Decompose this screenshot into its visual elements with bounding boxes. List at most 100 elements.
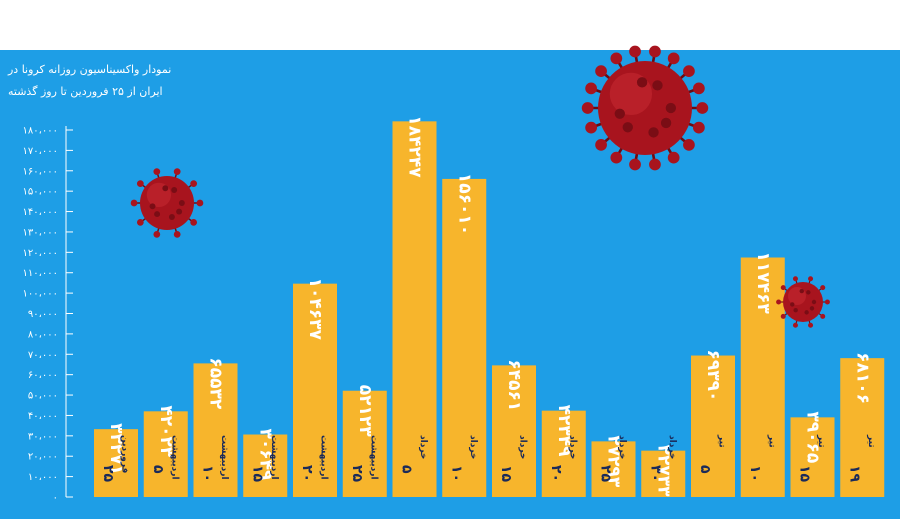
virus-spike-tip xyxy=(153,230,161,238)
bar-day-label: ۱۰ xyxy=(448,465,464,482)
bar xyxy=(442,178,487,497)
bar-month-label: تیر xyxy=(717,434,727,448)
bar xyxy=(691,355,735,497)
chart-title-line-2: ایران از ۲۵ فروردین تا روز گذشته xyxy=(8,85,163,98)
y-tick-label: ۱۷۰،۰۰۰ xyxy=(23,146,58,157)
y-tick-label: ۱۱۰،۰۰۰ xyxy=(23,268,58,279)
virus-spike-tip xyxy=(610,151,623,164)
y-tick-label: ۱۸۰،۰۰۰ xyxy=(23,126,58,137)
virus-spot xyxy=(178,200,185,206)
virus-spike-tip xyxy=(173,168,181,176)
y-tick-label: ۴۰،۰۰۰ xyxy=(28,411,58,422)
bar-month-label: خرداد xyxy=(418,435,428,459)
bar-value-label: ۱۵۶۰۱۰ xyxy=(454,173,474,235)
bar xyxy=(492,365,536,497)
virus-spike-tip xyxy=(693,82,705,95)
y-tick-label: ۵۰،۰۰۰ xyxy=(28,391,58,402)
y-tick-label: ۰ xyxy=(53,493,58,504)
virus-spike-tip xyxy=(820,285,826,291)
bar-value-label: ۱۱۷۴۶۳ xyxy=(753,252,773,315)
bar-value-label: ۱۸۴۲۴۷ xyxy=(405,115,425,178)
virus-illustration-large-top xyxy=(581,45,709,171)
bar-group: ۶۵۵۳۲ ۱۰ اردیبهشت xyxy=(193,357,238,497)
y-tick-label: ۷۰،۰۰۰ xyxy=(28,350,58,361)
virus-spike-tip xyxy=(667,151,680,164)
bar-group: ۶۹۳۹۰ ۵ تیر xyxy=(691,350,735,497)
virus-illustration-small-left xyxy=(130,168,204,238)
bar-value-label: ۴۲۰۲۳ xyxy=(156,405,176,458)
virus-spike-tip xyxy=(610,52,623,65)
virus-spike-tip xyxy=(153,168,161,176)
bar-group: ۱۰۴۶۳۷ ۲۰ اردیبهشت xyxy=(293,278,337,497)
virus-spike-tip xyxy=(196,199,204,207)
bar-value-label: ۳۹۰۶۵ xyxy=(803,411,823,463)
bar-month-label: اردیبهشت xyxy=(368,435,378,480)
virus-spike-tip xyxy=(820,313,826,319)
virus-spot xyxy=(806,290,811,295)
y-tick-label: ۱۳۰،۰۰۰ xyxy=(23,227,58,238)
virus-spike-tip xyxy=(780,285,786,291)
bar-day-label: ۱۹ xyxy=(846,465,862,483)
y-tick-label: ۳۰،۰۰۰ xyxy=(28,431,58,442)
virus-spike-tip xyxy=(667,52,680,65)
virus-spot xyxy=(622,122,633,133)
bar xyxy=(193,363,238,497)
bar xyxy=(541,410,586,497)
virus-spike-tip xyxy=(585,121,597,134)
bar-group: ۴۲۰۲۳ ۵ اردیبهشت xyxy=(143,405,188,497)
bar-value-label: ۶۹۳۹۰ xyxy=(703,350,723,402)
bar-value-label: ۵۲۱۲۳ xyxy=(355,385,375,438)
bar-group: ۱۱۷۴۶۳ ۱۰ تیر xyxy=(740,252,785,497)
bar xyxy=(94,429,138,497)
virus-spike-tip xyxy=(776,299,782,305)
bar-day-label: ۱۵ xyxy=(797,465,813,483)
virus-spike-tip xyxy=(649,45,661,58)
y-tick-label: ۹۰،۰۰۰ xyxy=(28,309,58,320)
virus-spot xyxy=(636,77,648,88)
virus-spike-tip xyxy=(136,180,144,188)
virus-spike-tip xyxy=(190,218,198,226)
y-tick-label: ۲۰،۰۰۰ xyxy=(28,452,58,463)
virus-spike-tip xyxy=(808,276,814,282)
bar-month-label: خرداد xyxy=(518,435,528,459)
virus-spot xyxy=(154,211,161,218)
virus-spike-tip xyxy=(683,138,695,151)
bar-value-label: ۳۰۶۴۹ xyxy=(255,429,275,482)
virus-spot xyxy=(660,117,672,129)
bar-month-label: خرداد xyxy=(468,435,478,459)
virus-spot xyxy=(790,302,795,307)
bar xyxy=(641,450,686,497)
virus-spike-tip xyxy=(683,65,695,78)
virus-spike-tip xyxy=(629,158,641,171)
virus-spike-tip xyxy=(693,121,705,134)
virus-spot xyxy=(811,299,817,305)
bar-day-label: ۵ xyxy=(150,465,166,474)
bar-value-label: ۳۳۲۷۱ xyxy=(106,423,126,475)
bar-month-label: تیر xyxy=(816,434,826,448)
virus-spot xyxy=(168,214,175,220)
bar xyxy=(740,257,785,497)
virus-spike-tip xyxy=(824,299,830,305)
bar-month-label: اردیبهشت xyxy=(169,435,179,480)
chart-title-line-1: نمودار واکسیناسیون روزانه کرونا در xyxy=(8,63,172,76)
bar-value-label: ۴۲۳۴۹ xyxy=(554,405,574,458)
bar-group: ۶۸۱۰۶ ۱۹ تیر xyxy=(840,352,885,497)
y-tick-label: ۱۵۰،۰۰۰ xyxy=(23,187,58,198)
virus-spike-tip xyxy=(792,322,798,328)
virus-spike-tip xyxy=(595,138,607,151)
bar-day-label: ۲۵ xyxy=(598,465,614,483)
virus-spike-tip xyxy=(629,45,641,58)
virus-spike-tip xyxy=(595,65,607,78)
bar-group: ۶۴۵۶۱ ۱۵ خرداد xyxy=(492,359,536,497)
bar-month-label: خرداد xyxy=(667,435,677,459)
virus-spike-tip xyxy=(696,102,709,114)
virus-spot xyxy=(652,80,663,91)
bar-group: ۳۹۰۶۵ ۱۵ تیر xyxy=(790,411,835,497)
y-tick-label: ۶۰،۰۰۰ xyxy=(28,370,58,381)
bar xyxy=(591,441,636,497)
